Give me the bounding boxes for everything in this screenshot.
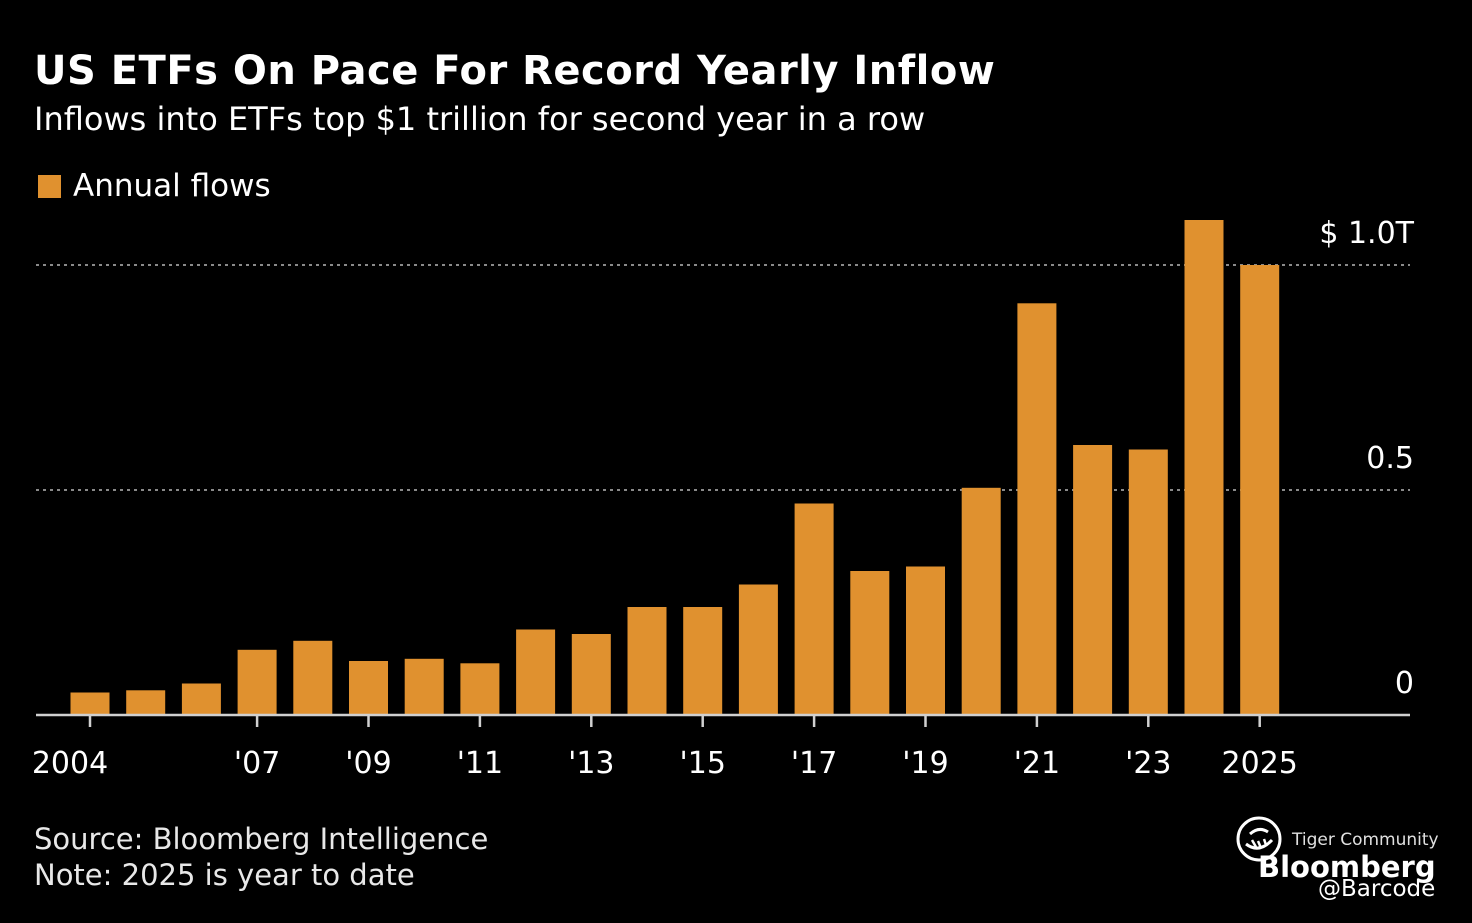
legend-swatch [38, 174, 61, 198]
bar-2006 [181, 683, 221, 715]
footnote: Note: 2025 is year to date [34, 858, 415, 892]
legend-label: Annual flows [73, 168, 271, 204]
bar-2009 [349, 661, 388, 715]
y-tick-label-1: 0.5 [1366, 441, 1414, 476]
bar-2018 [850, 571, 890, 715]
bar-2024 [1184, 220, 1224, 715]
bar-2025 [1240, 265, 1280, 715]
y-tick-label-0: 0 [1395, 666, 1414, 701]
tiger-community-label: Tiger Community [1292, 830, 1439, 850]
x-tick-label-2019: '19 [902, 746, 948, 781]
bar-2017 [794, 503, 834, 715]
bloomberg-logo: Bloomberg [1258, 850, 1436, 884]
x-tick-label-2004: 2004 [32, 746, 108, 781]
x-tick-label-2009: '09 [345, 746, 391, 781]
bar-2010 [404, 658, 444, 716]
tiger-logo-icon [1236, 816, 1282, 862]
bar-2007 [237, 649, 277, 716]
bar-2019 [906, 566, 945, 715]
y-tick-label-2: $ 1.0T [1319, 216, 1414, 251]
x-tick-label-2021: '21 [1014, 746, 1060, 781]
bar-2020 [961, 487, 1001, 716]
x-tick-label-2025: 2025 [1222, 746, 1298, 781]
bar-2004 [70, 692, 110, 715]
bar-2016 [738, 584, 778, 715]
bar-2005 [126, 690, 166, 716]
bar-2022 [1073, 445, 1113, 715]
bar-2021 [1017, 303, 1057, 716]
x-tick-label-2011: '11 [457, 746, 503, 781]
x-tick-label-2007: '07 [234, 746, 280, 781]
chart-title: US ETFs On Pace For Record Yearly Inflow [34, 48, 996, 94]
bar-2023 [1128, 449, 1168, 715]
legend: Annual flows [38, 168, 271, 204]
source-note: Source: Bloomberg Intelligence [34, 822, 489, 856]
author-handle: @Barcode [1318, 876, 1436, 902]
x-tick-label-2017: '17 [791, 746, 837, 781]
bar-2014 [627, 607, 667, 715]
bar-2011 [460, 663, 500, 716]
x-tick-label-2013: '13 [568, 746, 614, 781]
x-tick-label-2023: '23 [1125, 746, 1171, 781]
bar-2008 [293, 640, 333, 716]
chart-subtitle: Inflows into ETFs top $1 trillion for se… [34, 100, 926, 138]
bar-2013 [571, 634, 611, 715]
bar-2015 [683, 607, 723, 715]
bar-2012 [516, 629, 556, 715]
x-tick-label-2015: '15 [679, 746, 725, 781]
